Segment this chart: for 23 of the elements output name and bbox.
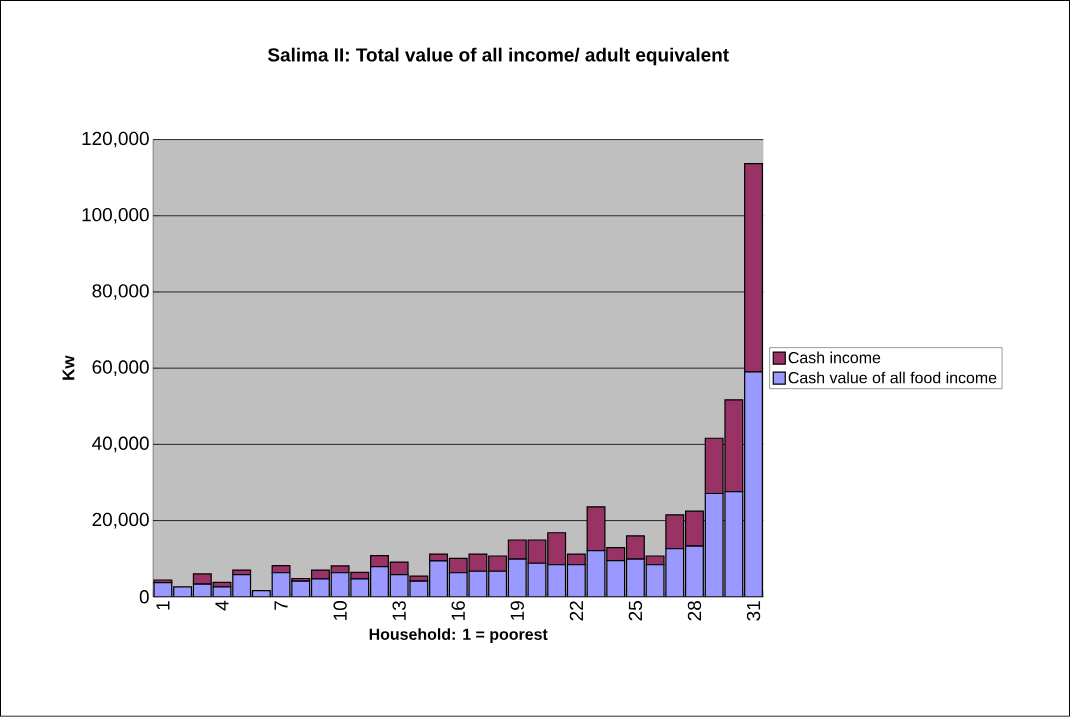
y-axis-title: Kw	[62, 355, 75, 380]
legend-label: Cash income	[788, 351, 881, 364]
y-tick-label: 100,000	[82, 208, 149, 224]
x-axis-title: Household: 1 = poorest	[369, 628, 548, 644]
x-tick-label: 25	[628, 601, 643, 621]
x-tick-label: 7	[274, 601, 288, 610]
x-tick-label: 28	[687, 601, 702, 621]
y-tick-label: 120,000	[82, 131, 149, 148]
chart-title: Salima II: Total value of all income/ adult equivalent	[267, 47, 729, 66]
legend-label: Cash value of all food income	[788, 371, 997, 384]
y-tick-label: 20,000	[92, 512, 149, 529]
x-tick-label: 13	[392, 601, 406, 620]
y-tick-label: 60,000	[92, 360, 149, 377]
x-tick-label: 19	[510, 601, 524, 620]
x-tick-label: 1	[156, 601, 170, 610]
x-tick-label: 22	[569, 601, 583, 621]
y-tick-label: 0	[139, 590, 149, 604]
x-tick-label: 16	[451, 601, 465, 620]
x-tick-label: 10	[333, 601, 347, 620]
y-tick-label: 80,000	[92, 284, 149, 300]
x-tick-label: 4	[215, 600, 229, 611]
x-tick-label: 31	[746, 601, 761, 621]
y-tick-label: 40,000	[92, 436, 149, 453]
